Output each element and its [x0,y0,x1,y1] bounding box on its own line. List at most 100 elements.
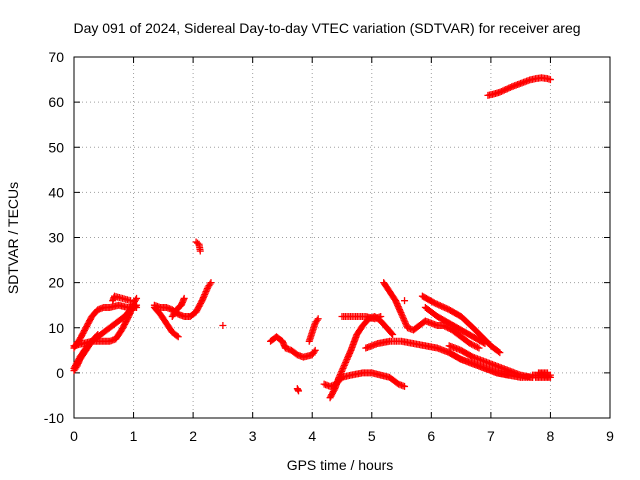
data-point [393,300,401,308]
data-point [546,76,554,84]
data-point [199,294,207,302]
data-point [295,387,303,395]
series-arc-q [380,279,483,352]
x-tick-label: 3 [249,428,257,444]
y-tick-label: 40 [48,184,64,200]
y-tick-label: 0 [56,365,64,381]
x-axis-label: GPS time / hours [287,457,394,473]
data-point [338,367,346,375]
data-point [346,349,354,357]
data-point [496,349,504,357]
series-arc-r [401,297,409,305]
data-point [344,354,352,362]
data-point [127,297,135,305]
data-point [342,357,350,365]
series-arc-n [320,369,409,390]
data-point [342,358,350,366]
data-point [505,371,513,379]
series-arc-o [326,312,397,402]
data-point [337,369,345,377]
data-point [339,364,347,372]
data-point [314,315,322,323]
data-point [397,309,405,317]
data-point [345,351,353,359]
series-arc-d [70,331,102,375]
data-point [343,355,351,363]
data-point [473,343,481,351]
data-point [336,372,344,380]
data-point [394,301,402,309]
y-tick-label: 20 [48,275,64,291]
data-point [480,339,488,347]
data-point [543,369,551,377]
series-arc-g [150,303,182,341]
data-point [399,313,407,321]
chart-title: Day 091 of 2024, Sidereal Day-to-day VTE… [73,20,580,36]
data-point [401,382,409,390]
series-arc-w [445,349,513,379]
data-point [338,366,346,374]
data-point [389,331,397,339]
series-arc-l [293,385,303,395]
data-point [475,344,483,352]
data-point [328,391,336,399]
data-point [198,297,206,305]
data-point [401,318,409,326]
data-point [200,292,208,300]
data-point [313,316,321,324]
series-arc-u [421,303,489,348]
data-point [398,312,406,320]
data-point [377,312,385,320]
x-tick-label: 2 [189,428,197,444]
x-tick-label: 7 [487,428,495,444]
data-point [402,319,410,327]
x-tick-label: 8 [547,428,555,444]
data-point [396,306,404,314]
data-point [400,316,408,324]
data-point [340,363,348,371]
data-point [206,280,214,288]
series-arc-e [109,292,135,305]
data-series [70,74,554,402]
data-point [341,360,349,368]
grid [74,57,610,418]
data-point [336,370,344,378]
data-point [392,298,400,306]
x-tick-label: 5 [368,428,376,444]
data-point [93,332,101,340]
series-arc-j [219,321,227,329]
x-tick-label: 4 [308,428,316,444]
data-point [401,297,409,305]
y-tick-label: 70 [48,49,64,65]
y-axis-label: SDTVAR / TECUs [5,182,21,294]
data-point [329,388,337,396]
x-tick-label: 9 [606,428,614,444]
series-arc-t [418,292,504,357]
series-arc-k [267,333,319,361]
data-point [132,296,140,304]
data-point [340,361,348,369]
x-tick-label: 1 [130,428,138,444]
y-tick-label: 30 [48,230,64,246]
data-point [402,321,410,329]
data-point [326,394,334,402]
series-arc-z [484,74,554,99]
data-point [495,348,503,356]
data-point [199,295,207,303]
data-point [400,315,408,323]
axis-ticks: 0 1 2 3 4 5 6 7 8 9 -10 0 10 20 30 40 50 60 70 [44,49,614,444]
series-arc-m [305,315,322,345]
x-tick-label: 0 [70,428,78,444]
series-arc-i [192,238,204,255]
data-point [398,310,406,318]
data-point [173,332,181,340]
y-tick-label: -10 [44,410,64,426]
series-arc-p [338,312,385,323]
data-point [311,346,319,354]
data-point [328,389,336,397]
series-arc-h [168,294,188,320]
data-point [203,285,211,293]
series-arc-y [532,369,554,381]
data-point [201,291,209,299]
